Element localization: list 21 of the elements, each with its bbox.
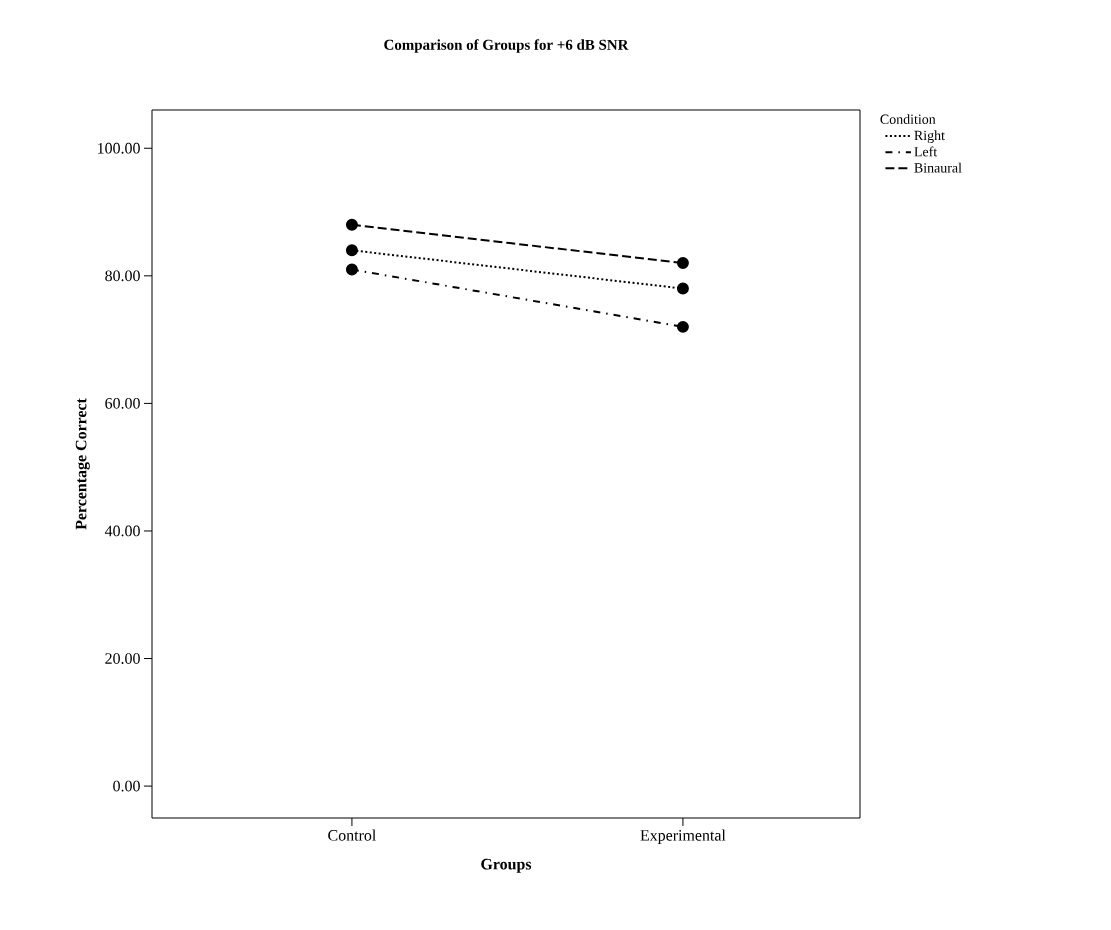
y-tick-label: 40.00: [104, 525, 140, 537]
point: [345, 218, 358, 231]
legend-title: Condition: [880, 114, 936, 124]
legend-label: Left: [914, 146, 938, 157]
x-tick-label: Control: [328, 829, 376, 841]
point: [345, 263, 358, 276]
x-axis-title: Groups: [481, 858, 532, 873]
legend-label: Binaural: [914, 162, 962, 173]
y-tick-label: 0.00: [113, 780, 140, 792]
point: [345, 244, 358, 257]
point: [676, 282, 689, 295]
y-tick-label: 20.00: [105, 653, 140, 664]
y-axis-title: Percentage Correct: [75, 398, 90, 530]
point: [676, 257, 689, 270]
point: [676, 320, 689, 333]
y-tick-label: 100.00: [98, 142, 140, 154]
x-tick-label: Experimental: [640, 829, 726, 844]
y-tick-label: 80.00: [105, 270, 140, 282]
y-tick-label: 60.00: [105, 397, 140, 409]
legend-label: Right: [914, 130, 945, 144]
chart-title: Comparison of Groups for +6 dB SNR: [384, 39, 629, 53]
